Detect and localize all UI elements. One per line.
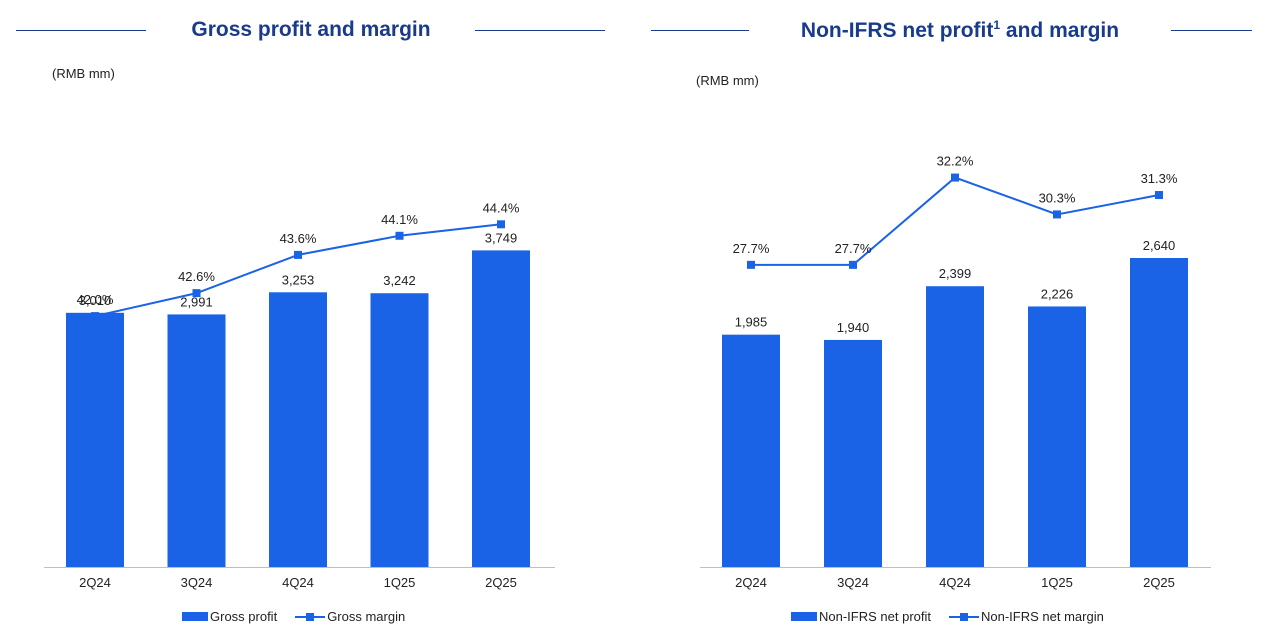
title-rule-right	[1171, 30, 1252, 31]
margin-marker	[951, 173, 959, 182]
footnote-marker: 1	[993, 18, 1001, 32]
bar	[167, 314, 226, 567]
line-marker-swatch-icon	[295, 612, 326, 622]
margin-value-label: 44.1%	[381, 212, 418, 227]
bar	[1028, 306, 1086, 567]
x-tick-label: 4Q24	[939, 575, 971, 590]
margin-value-label: 31.3%	[1141, 171, 1178, 186]
x-tick-label: 3Q24	[181, 575, 213, 590]
margin-marker	[1155, 191, 1163, 200]
bar-value-label: 3,253	[282, 272, 315, 287]
bar	[1130, 258, 1188, 567]
x-tick-label: 1Q25	[1041, 575, 1073, 590]
unit-label: (RMB mm)	[52, 66, 115, 81]
legend-item-non-ifrs-net-profit: Non-IFRS net profit	[791, 609, 931, 624]
gross-profit-chart-title: Gross profit and margin	[191, 18, 431, 41]
title-suffix: and margin	[1000, 19, 1120, 42]
margin-value-label: 30.3%	[1039, 190, 1076, 205]
title-text: Non-IFRS net profit	[800, 19, 994, 42]
margin-marker	[395, 231, 404, 240]
x-tick-label: 2Q25	[1143, 575, 1175, 590]
bar-value-label: 2,991	[180, 294, 213, 309]
x-tick-label: 2Q25	[485, 575, 517, 590]
margin-marker	[192, 289, 201, 298]
bar	[269, 292, 327, 567]
bar-value-label: 1,985	[735, 315, 768, 330]
legend-label: Gross margin	[327, 609, 406, 624]
title-rule-right	[475, 30, 605, 31]
margin-value-label: 42.0%	[77, 292, 114, 307]
x-tick-label: 1Q25	[384, 575, 416, 590]
title-rule-left	[651, 30, 749, 31]
legend-label: Non-IFRS net margin	[981, 609, 1104, 624]
margin-value-label: 43.6%	[280, 231, 317, 246]
bar	[66, 312, 124, 567]
margin-marker	[747, 260, 755, 269]
margin-marker	[497, 220, 505, 229]
margin-value-label: 27.7%	[835, 241, 872, 256]
non-ifrs-chart-title: Non-IFRS net profit1 and margin	[801, 18, 1119, 43]
bar-value-label: 2,226	[1041, 286, 1074, 301]
margin-value-label: 44.4%	[483, 200, 520, 215]
bar	[926, 286, 984, 567]
line-marker-swatch-icon	[949, 612, 979, 622]
bar	[824, 339, 882, 567]
non-ifrs-chart: 1,985 2Q24 1,940 3Q24 2,399 4Q24 2,226 1Q25 2,64…	[700, 154, 1211, 590]
bar-value-label: 3,010	[79, 293, 112, 308]
x-tick-label: 2Q24	[735, 575, 767, 590]
bar	[722, 334, 780, 567]
margin-marker	[849, 260, 857, 269]
legend-item-gross-profit: Gross profit	[182, 609, 277, 624]
legend-label: Non-IFRS net profit	[819, 609, 931, 624]
margin-value-label: 32.2%	[937, 154, 974, 169]
non-ifrs-net-profit-panel: Non-IFRS net profit1 and margin (RMB mm)…	[640, 0, 1275, 642]
bar	[472, 250, 530, 567]
gross-profit-chart: 3,010 2Q24 2,991 3Q24 3,253 4Q24 3,242 1Q25 3,74…	[44, 200, 555, 590]
legend: Non-IFRS net profit Non-IFRS net margin	[791, 609, 1122, 624]
bar-value-label: 3,242	[383, 273, 416, 288]
bar-swatch-icon	[182, 612, 208, 621]
x-tick-label: 3Q24	[837, 575, 869, 590]
bar-value-label: 2,399	[939, 266, 972, 281]
margin-marker	[91, 312, 99, 321]
bar	[370, 293, 429, 567]
legend-item-non-ifrs-net-margin: Non-IFRS net margin	[949, 609, 1104, 624]
unit-label: (RMB mm)	[696, 73, 759, 88]
legend: Gross profit Gross margin	[182, 609, 423, 624]
margin-line	[751, 176, 1160, 266]
x-tick-label: 2Q24	[79, 575, 111, 590]
bar-value-label: 3,749	[485, 230, 518, 245]
gross-profit-panel: Gross profit and margin (RMB mm) 3,010 2Q…	[0, 0, 620, 642]
legend-item-gross-margin: Gross margin	[295, 609, 405, 624]
margin-value-label: 27.7%	[733, 241, 770, 256]
legend-label: Gross profit	[210, 609, 278, 624]
margin-value-label: 42.6%	[178, 269, 215, 284]
bar-value-label: 1,940	[837, 320, 870, 335]
bar-swatch-icon	[791, 612, 817, 621]
title-rule-left	[16, 30, 146, 31]
margin-marker	[294, 250, 302, 259]
margin-marker	[1053, 210, 1061, 219]
x-tick-label: 4Q24	[282, 575, 314, 590]
bar-value-label: 2,640	[1143, 238, 1176, 253]
